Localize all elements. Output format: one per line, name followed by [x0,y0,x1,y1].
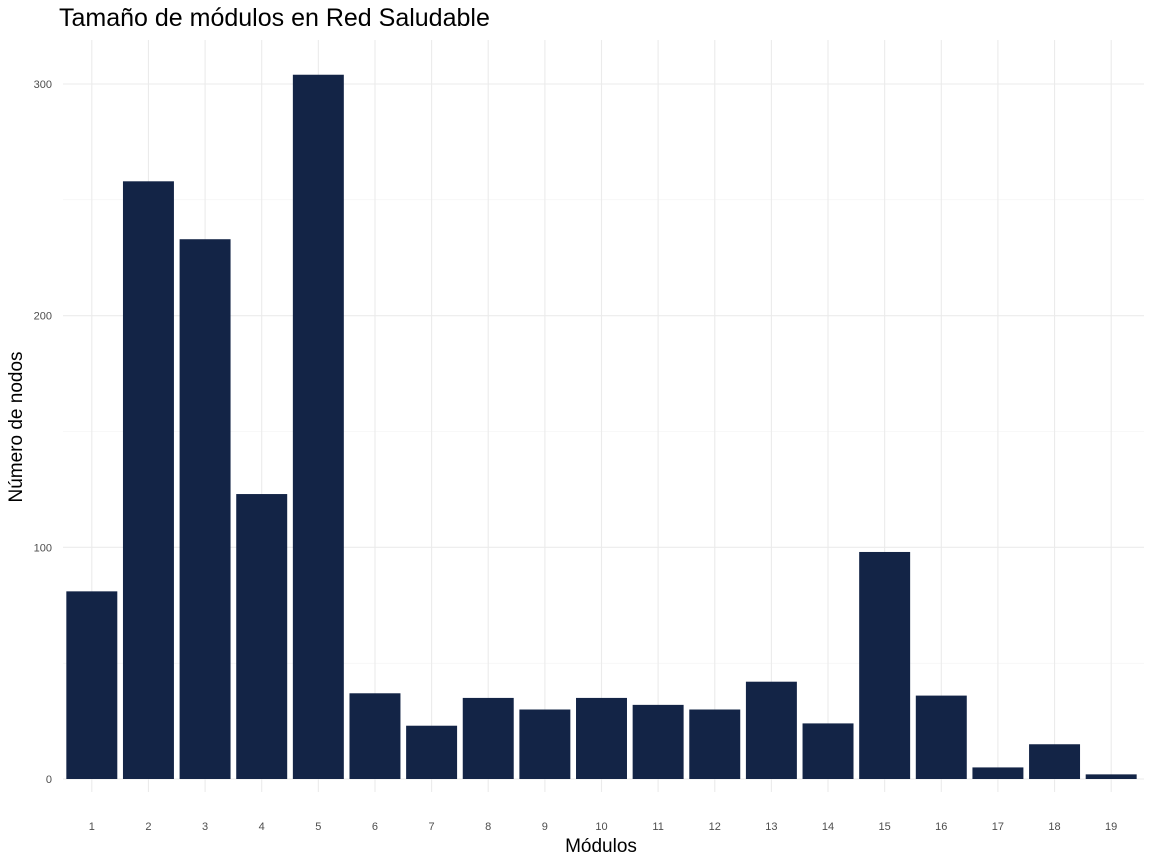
bar-module-3 [179,239,231,779]
bar-module-19 [1085,774,1137,779]
bar-module-8 [462,697,514,779]
bar-module-11 [632,704,684,779]
bar-module-12 [689,709,741,779]
x-tick-label: 7 [429,821,435,833]
x-tick-label: 12 [709,821,721,833]
x-tick-label: 9 [542,821,548,833]
y-tick-label: 300 [34,79,52,91]
x-tick-label: 4 [259,821,265,833]
bar-module-18 [1029,744,1081,779]
x-tick-label: 1 [89,821,95,833]
y-tick-label: 100 [34,542,52,554]
x-tick-label: 19 [1105,821,1117,833]
bar-module-13 [745,681,797,779]
x-tick-label: 18 [1048,821,1060,833]
bar-module-14 [802,723,854,779]
x-tick-label: 15 [879,821,891,833]
x-tick-label: 11 [652,821,663,833]
x-tick-label: 2 [145,821,151,833]
x-tick-label: 10 [595,821,607,833]
x-tick-label: 17 [992,821,1004,833]
bar-module-6 [349,693,401,779]
bar-module-2 [122,181,174,780]
x-tick-label: 6 [372,821,378,833]
x-axis-title: Módulos [565,836,637,857]
bar-module-7 [406,725,458,779]
x-tick-label: 5 [315,821,321,833]
x-axis-tick-labels: 1 2 3 4 5 6 7 8 9 10 11 12 13 14 15 16 17 18 19 [89,821,1118,833]
bar-module-16 [915,695,967,779]
bar-module-5 [292,74,344,779]
bar-module-15 [859,551,911,779]
y-axis-title: Número de nodos [6,351,27,502]
x-tick-label: 8 [485,821,491,833]
bar-module-10 [576,697,627,779]
bar-module-9 [519,709,571,779]
bar-module-17 [972,767,1024,779]
bar-module-4 [236,494,288,779]
bar-module-1 [66,591,118,779]
x-tick-label: 16 [935,821,947,833]
y-axis-tick-labels: 0 100 200 300 [34,79,52,786]
x-tick-label: 3 [202,821,208,833]
chart-title: Tamaño de módulos en Red Saludable [59,4,490,32]
x-tick-label: 13 [765,821,777,833]
bar-series [66,74,1137,780]
x-tick-label: 14 [822,821,834,833]
y-tick-label: 0 [46,774,52,786]
y-tick-label: 200 [34,311,52,323]
